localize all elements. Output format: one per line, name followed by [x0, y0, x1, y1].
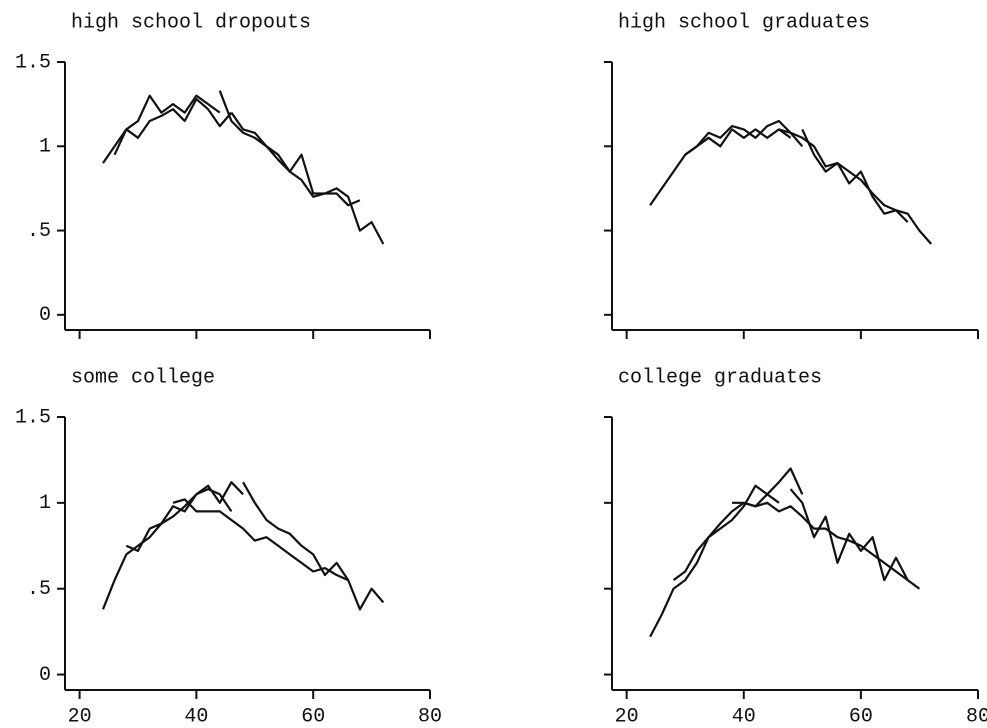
- panel-title: high school graduates: [618, 11, 870, 34]
- series-line: [649, 484, 780, 638]
- y-tick-label: 1: [39, 136, 51, 159]
- series-line: [218, 90, 361, 207]
- series-line: [125, 481, 244, 552]
- x-tick-label: 40: [184, 705, 208, 728]
- x-tick-label: 60: [849, 705, 873, 728]
- x-tick-label: 40: [732, 705, 756, 728]
- series-line: [789, 488, 909, 582]
- series-line: [649, 128, 792, 206]
- x-tick-label: 20: [615, 705, 639, 728]
- series-line: [242, 481, 385, 611]
- x-tick-label: 60: [301, 705, 325, 728]
- series-line: [102, 94, 221, 164]
- series-line: [172, 498, 349, 582]
- series-line: [672, 467, 804, 581]
- series-line: [684, 119, 804, 156]
- x-tick-label: 80: [418, 705, 442, 728]
- x-tick-label: 20: [68, 705, 92, 728]
- y-tick-label: 1: [39, 492, 51, 515]
- y-tick-label: 0: [39, 664, 51, 687]
- y-tick-label: .5: [27, 220, 51, 243]
- x-tick-label: 80: [966, 705, 987, 728]
- series-line: [778, 128, 933, 245]
- panel-title: college graduates: [618, 366, 822, 389]
- series-line: [101, 488, 233, 610]
- series-line: [801, 128, 909, 223]
- y-tick-label: .5: [27, 578, 51, 601]
- y-tick-label: 1.5: [15, 51, 51, 74]
- panel-title: some college: [71, 366, 215, 389]
- panel-title: high school dropouts: [71, 11, 311, 34]
- y-tick-label: 0: [39, 304, 51, 327]
- series-line: [113, 98, 233, 156]
- series-line: [732, 501, 921, 590]
- series-line: [230, 111, 385, 245]
- y-tick-label: 1.5: [15, 406, 51, 429]
